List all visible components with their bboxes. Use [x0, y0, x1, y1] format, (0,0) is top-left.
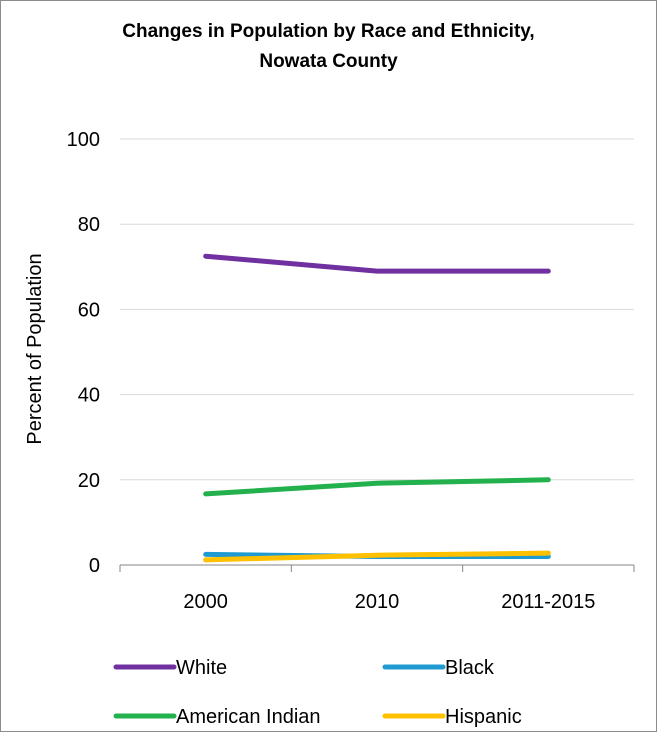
- axes: [119, 564, 635, 572]
- x-tick-label: 2011-2015: [501, 591, 595, 613]
- series-line-hispanic: [203, 550, 551, 563]
- chart-title: Changes in Population by Race and Ethnic…: [1, 17, 656, 77]
- chart-title-line-2: Nowata County: [259, 51, 398, 72]
- x-tick-label: 2000: [183, 591, 228, 613]
- series-line-american-indian: [203, 477, 551, 497]
- y-tick-label: 40: [78, 385, 100, 407]
- legend-label: Hispanic: [445, 706, 522, 728]
- gridlines: [120, 138, 634, 481]
- y-axis-title: Percent of Population: [24, 253, 46, 444]
- y-tick-label: 80: [78, 214, 100, 236]
- y-tick-label: 60: [78, 299, 100, 321]
- legend-label: American Indian: [176, 706, 321, 728]
- y-tick-label: 0: [89, 555, 100, 577]
- x-tick-label: 2010: [355, 591, 400, 613]
- series-line-white: [203, 253, 551, 274]
- y-tick-label: 100: [67, 129, 100, 151]
- legend: White Black American Indian Hispanic: [113, 657, 522, 728]
- chart-title-line-1: Changes in Population by Race and Ethnic…: [122, 21, 535, 42]
- legend-label: Black: [445, 657, 495, 679]
- legend-label: White: [176, 657, 227, 679]
- y-tick-label: 20: [78, 470, 100, 492]
- series-lines: [203, 253, 551, 563]
- axis-labels: 0 20 40 60 80 100 2000 2010 2011-2015 Percent of …: [24, 129, 595, 613]
